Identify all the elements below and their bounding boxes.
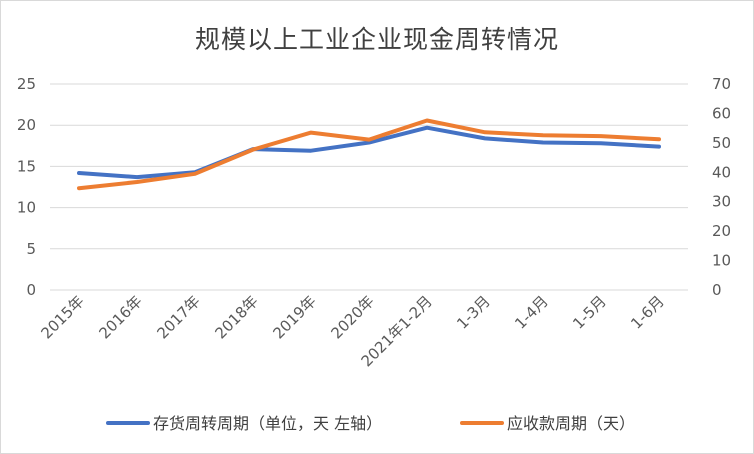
gridlines [50,83,688,291]
right-tick-label: 0 [712,281,722,299]
x-tick-label: 1-3月 [453,292,494,333]
right-tick-label: 60 [712,104,731,122]
left-tick-label: 25 [17,75,36,93]
left-tick-label: 15 [17,157,36,175]
left-tick-label: 20 [17,116,36,134]
right-tick-label: 30 [712,193,731,211]
x-tick-label: 1-6月 [627,292,668,333]
right-tick-label: 70 [712,75,731,93]
legend: 存货周转周期（单位，天 左轴） 应收款周期（天） [106,414,635,433]
legend-label-1: 存货周转周期（单位，天 左轴） [153,414,382,433]
right-tick-label: 40 [712,163,731,181]
right-tick-label: 10 [712,252,731,270]
chart-title: 规模以上工业企业现金周转情况 [194,25,559,54]
right-tick-label: 50 [712,134,731,152]
series-lines [77,118,661,191]
series-line-2 [77,118,661,191]
right-tick-label: 20 [712,222,731,240]
x-tick-label: 2015年 [37,292,87,342]
x-tick-label: 2016年 [95,292,145,342]
x-tick-label: 2019年 [269,292,319,342]
legend-label-2: 应收款周期（天） [507,414,635,433]
x-tick-label: 2017年 [153,292,203,342]
left-tick-label: 0 [26,281,36,299]
x-tick-label: 2020年 [327,292,377,342]
x-tick-label: 2018年 [211,292,261,342]
x-tick-label: 1-4月 [511,292,552,333]
left-axis-ticks: 0 5 10 15 20 25 [17,75,36,299]
series-line-1 [77,125,661,180]
left-tick-label: 5 [26,240,36,258]
x-tick-label: 1-5月 [569,292,610,333]
left-tick-label: 10 [17,199,36,217]
right-axis-ticks: 0 10 20 30 40 50 60 70 [712,75,731,299]
